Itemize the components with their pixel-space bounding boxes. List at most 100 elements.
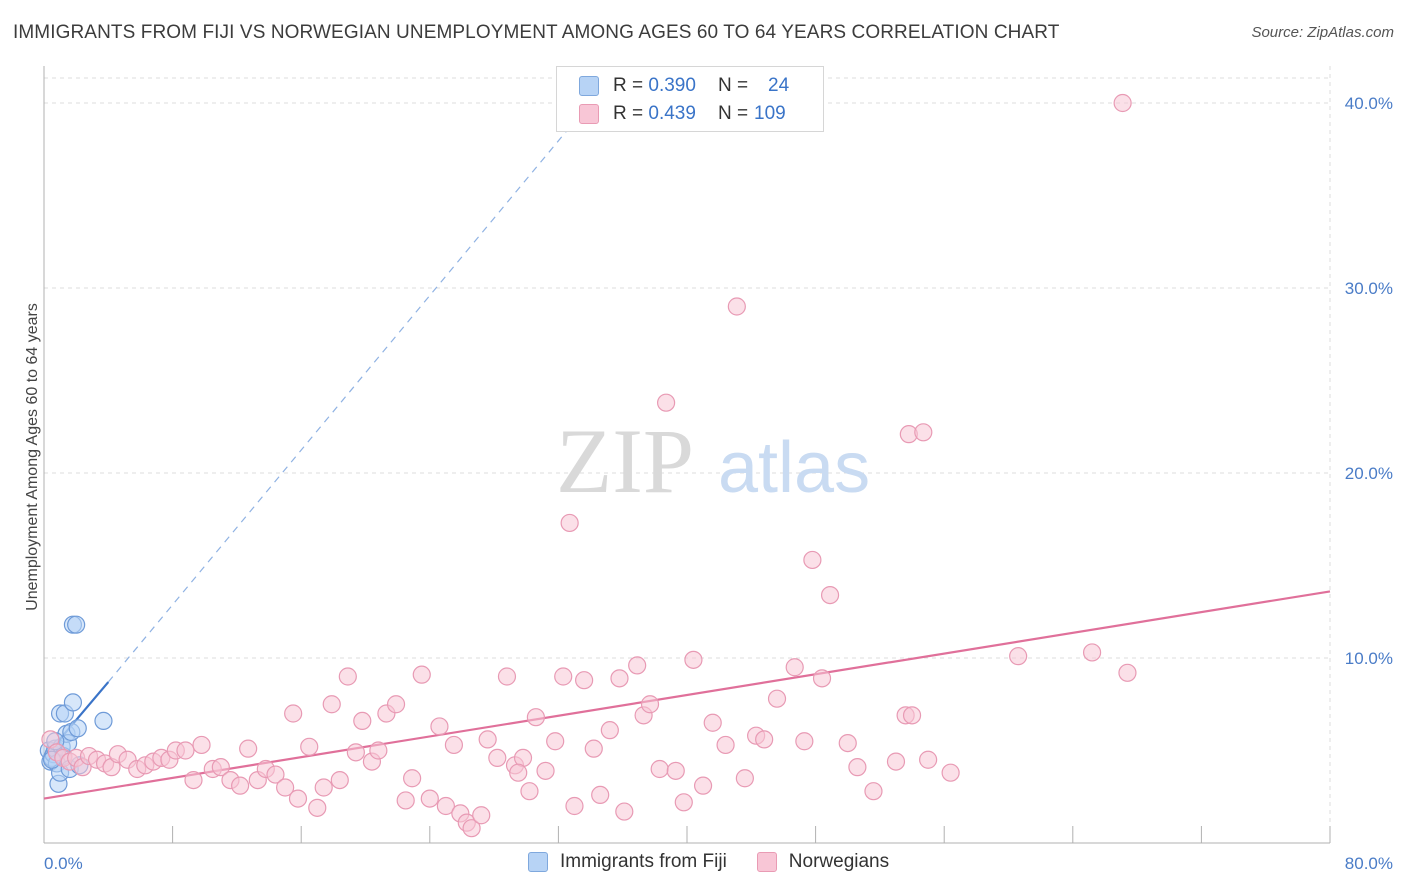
norwegians-point	[1082, 643, 1102, 662]
norwegians-point	[284, 704, 303, 723]
y-axis-title: Unemployment Among Ages 60 to 64 years	[24, 303, 41, 611]
legend-swatch-fiji	[579, 76, 599, 96]
norwegians-point	[396, 791, 415, 810]
norwegians-point	[288, 789, 308, 808]
norwegians-point	[462, 819, 481, 838]
norwegians-point	[346, 743, 365, 762]
norwegians-point	[430, 717, 449, 736]
norwegians-point	[914, 423, 933, 442]
legend-r-value-norwegians: 0.439	[648, 103, 696, 124]
norwegians-point	[520, 782, 539, 801]
bottom-legend-swatch-fiji	[528, 852, 548, 872]
watermark: ZIP atlas	[556, 410, 870, 512]
norwegians-point	[820, 585, 840, 605]
norwegians-point	[591, 785, 610, 805]
norwegians-point	[536, 761, 555, 780]
norwegians-point	[941, 763, 960, 782]
norwegians-point	[735, 769, 754, 788]
norwegians-point	[231, 776, 250, 795]
legend-n-value-fiji: 24	[768, 75, 790, 96]
norwegians-point	[666, 761, 685, 780]
norwegians-point	[386, 695, 406, 714]
norwegians-point	[684, 650, 703, 669]
norwegians-point	[276, 778, 295, 797]
norwegians-point	[902, 706, 922, 725]
norwegians-point	[755, 730, 774, 749]
norwegians-point	[308, 798, 327, 817]
norwegians-point	[176, 741, 195, 760]
norwegians-point	[420, 789, 439, 808]
fiji-trend-extension	[107, 121, 575, 683]
legend-swatch-norwegians	[579, 104, 599, 124]
legend-row-norwegians: R = 0.439 N = 109	[579, 101, 786, 127]
bottom-legend-item-fiji: Immigrants from Fiji	[528, 851, 727, 873]
norwegians-point	[848, 758, 867, 777]
norwegians-point	[838, 733, 857, 753]
norwegians-point	[886, 752, 906, 771]
norwegians-point	[478, 730, 497, 749]
norwegians-point	[211, 758, 230, 777]
x-tick-label-max: 80.0%	[1345, 854, 1393, 873]
norwegians-point	[526, 708, 545, 727]
norwegians-point	[812, 669, 832, 688]
norwegians-point	[716, 735, 735, 755]
tick-labels: 10.0% 20.0% 30.0% 40.0% 0.0% 80.0%	[44, 94, 1393, 873]
x-tick-label-min: 0.0%	[44, 854, 83, 873]
norwegians-point	[628, 656, 647, 675]
norwegians-point	[300, 737, 319, 756]
norwegians-point	[795, 732, 814, 751]
legend-n-label-norwegians: N =	[717, 103, 749, 124]
data-points	[39, 93, 1137, 838]
source-label: Source: ZipAtlas.com	[1251, 24, 1394, 41]
watermark-atlas: atlas	[718, 428, 870, 508]
norwegians-point	[864, 782, 883, 801]
norwegians-point	[266, 765, 285, 784]
bottom-legend-swatch-norwegians	[756, 852, 777, 872]
norwegians-point	[919, 750, 938, 769]
legend-r-value-fiji: 0.390	[648, 75, 696, 96]
norwegians-point	[657, 393, 676, 412]
bottom-legend-label-fiji: Immigrants from Fiji	[560, 851, 727, 872]
legend-n-value-norwegians: 109	[754, 103, 786, 124]
norwegians-point	[650, 759, 669, 779]
norwegians-point	[565, 796, 584, 816]
norwegians-point	[785, 658, 804, 677]
norwegians-point	[1009, 647, 1028, 666]
norwegians-point	[554, 667, 573, 686]
fiji-point	[94, 711, 113, 731]
norwegians-point	[353, 711, 372, 731]
legend-r-label-norwegians: R =	[613, 103, 644, 124]
legend-row-fiji: R = 0.390 N = 24	[579, 73, 789, 99]
y-tick-label: 40.0%	[1345, 94, 1393, 113]
norwegians-point	[322, 695, 341, 714]
norwegians-point	[767, 689, 787, 708]
norwegians-point	[1118, 663, 1137, 682]
norwegians-point	[803, 550, 822, 570]
norwegians-point	[693, 776, 713, 795]
norwegians-point	[472, 806, 491, 825]
norwegians-point	[338, 667, 357, 686]
legend-r-label-fiji: R =	[613, 75, 644, 96]
norwegians-point	[703, 713, 722, 732]
norwegians-point	[184, 770, 203, 790]
watermark-zip: ZIP	[556, 410, 694, 512]
y-tick-label: 20.0%	[1345, 464, 1393, 483]
norwegians-point	[560, 513, 579, 533]
norwegians-point	[412, 665, 431, 684]
norwegians-point	[584, 739, 603, 758]
norwegians-point	[444, 735, 464, 755]
norwegians-point	[615, 802, 634, 821]
norwegians-point	[600, 721, 619, 740]
norwegians-point	[575, 671, 594, 690]
norwegians-point	[610, 669, 629, 688]
norwegians-point	[727, 297, 746, 316]
fiji-point	[68, 719, 87, 738]
bottom-legend: Immigrants from Fiji Norwegians	[528, 851, 919, 873]
norwegians-point	[509, 763, 528, 782]
norwegians-point	[497, 667, 517, 686]
norwegians-point	[369, 741, 388, 760]
norwegians-point	[403, 769, 422, 788]
norwegians-point	[436, 796, 455, 816]
correlation-legend: R = 0.390 N = 24 R = 0.439 N = 109	[556, 66, 824, 132]
norwegians-trend-line	[43, 590, 1331, 800]
